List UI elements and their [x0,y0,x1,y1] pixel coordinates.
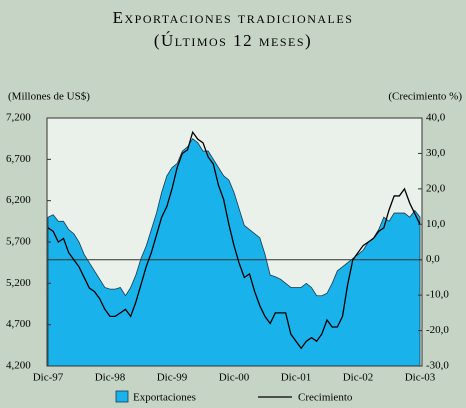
x-tick-label: Dic-02 [343,372,374,384]
y-tick-label: 6,200 [6,194,31,206]
y-tick-label: 6,700 [6,153,31,165]
chart-title: Exportaciones tradicionales [113,8,354,27]
y-tick-label: 5,700 [6,236,31,248]
y2-tick-label: -10,0 [426,289,449,301]
y2-tick-label: 40,0 [426,112,446,124]
y2-tick-label: 30,0 [426,147,446,159]
y2-tick-label: 10,0 [426,218,446,230]
legend-swatch [115,390,129,403]
legend-label: Exportaciones [133,392,196,404]
x-tick-label: Dic-03 [405,372,436,384]
y2-tick-label: -20,0 [426,324,449,336]
line [47,130,421,350]
x-tick-label: Dic-97 [33,372,64,384]
y-tick-label: 7,200 [6,112,31,124]
y-tick-label: 4,200 [6,360,31,372]
y2-tick-label: 20,0 [426,182,446,194]
y2-tick-label: -30,0 [426,360,449,372]
legend-label: Crecimiento [298,392,353,404]
plot-layer [47,130,422,367]
chart-subtitle: (Últimos 12 meses) [154,31,312,50]
x-tick-label: Dic-00 [219,372,250,384]
y2-tick-label: 0,0 [426,253,440,265]
y-tick-label: 5,200 [6,277,31,289]
y-axis-label: (Millones de US$) [8,91,90,103]
x-tick-label: Dic-99 [157,372,188,384]
y2-axis-label: (Crecimiento %) [388,91,462,103]
x-tick-label: Dic-01 [281,372,312,384]
x-tick-label: Dic-98 [95,372,126,384]
y-tick-label: 4,700 [6,318,31,330]
